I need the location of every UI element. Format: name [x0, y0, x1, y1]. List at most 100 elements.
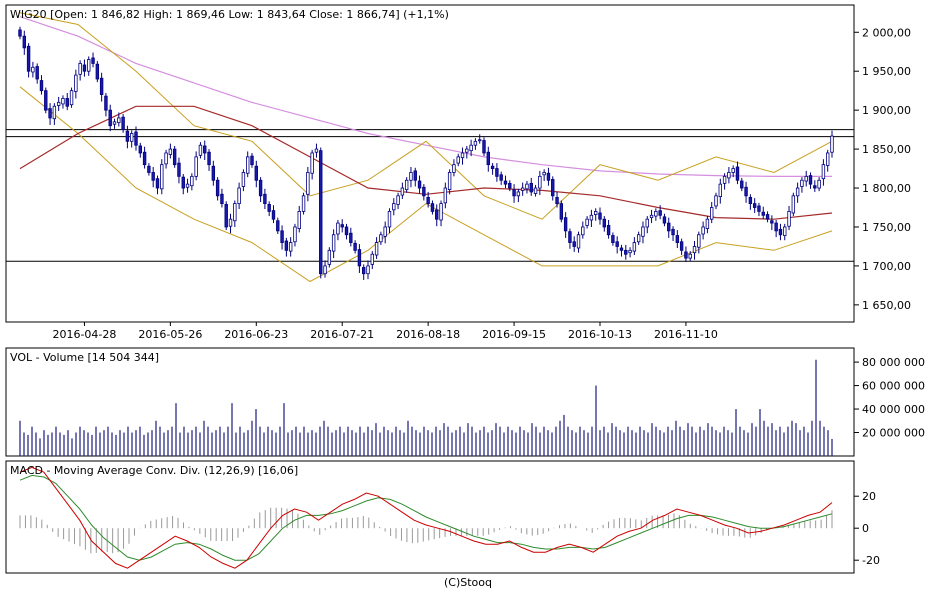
candle-body: [490, 165, 495, 169]
candle-body: [667, 222, 671, 232]
sma-mid-line: [19, 105, 833, 220]
candle-body: [177, 162, 181, 177]
candle-body: [233, 203, 237, 222]
candle-body: [529, 182, 533, 193]
volume-y-tick-label: 80 000 000: [862, 356, 925, 369]
x-tick-label: 2016-09-15: [482, 328, 546, 341]
candle-body: [697, 234, 701, 248]
candle-body: [555, 196, 559, 205]
volume-y-tick-label: 20 000 000: [862, 427, 925, 440]
candle-body: [508, 182, 512, 189]
candle-body: [370, 253, 374, 265]
candle-body: [426, 196, 430, 205]
candle-body: [99, 77, 104, 95]
candle-body: [512, 189, 516, 197]
candle-body: [237, 187, 241, 205]
candle-body: [155, 178, 160, 189]
candle-body: [340, 224, 344, 228]
candle-body: [263, 193, 267, 205]
candle-body: [821, 164, 826, 180]
candle-body: [362, 267, 366, 275]
candle-body: [78, 63, 82, 75]
candle-body: [503, 180, 508, 185]
candle-body: [465, 148, 469, 153]
price-y-tick-label: 2 000,00: [862, 26, 911, 39]
candle-body: [632, 242, 637, 252]
candle-body: [817, 179, 821, 189]
candle-body: [224, 203, 228, 228]
candle-body: [379, 234, 383, 243]
candle-body: [211, 165, 216, 181]
candle-body: [142, 151, 147, 166]
candle-body: [538, 175, 542, 189]
candle-body: [48, 108, 52, 119]
candle-body: [168, 148, 173, 155]
candle-body: [18, 29, 22, 37]
candle-body: [220, 193, 224, 205]
candle-body: [82, 64, 87, 72]
candle-body: [482, 140, 486, 154]
candle-body: [787, 211, 791, 227]
candle-body: [705, 218, 710, 229]
candle-body: [276, 220, 280, 232]
candle-body: [783, 226, 787, 236]
candle-body: [456, 156, 460, 164]
macd-header: MACD - Moving Average Conv. Div. (12,26,…: [10, 464, 298, 477]
candle-body: [44, 90, 48, 111]
candle-body: [396, 195, 400, 205]
candle-body: [559, 203, 564, 220]
volume-panel-frame: [5, 347, 855, 457]
candle-body: [804, 175, 808, 182]
x-tick-label: 2016-04-28: [52, 328, 116, 341]
price-y-tick-label: 1 850,00: [862, 143, 911, 156]
candle-body: [417, 180, 422, 189]
candle-body: [722, 175, 727, 184]
price-plot: [6, 12, 854, 283]
candle-body: [589, 214, 594, 221]
candle-body: [765, 214, 770, 220]
candle-body: [125, 130, 130, 142]
candle-body: [35, 66, 39, 80]
candle-body: [439, 203, 443, 221]
candle-body: [134, 131, 138, 146]
candle-body: [52, 105, 57, 120]
candle-body: [795, 187, 800, 197]
candle-body: [87, 59, 91, 72]
candle-body: [800, 179, 804, 187]
candle-body: [602, 218, 606, 228]
macd-line: [19, 466, 833, 569]
candle-body: [563, 217, 568, 232]
candle-body: [486, 151, 490, 166]
candle-body: [757, 205, 761, 212]
x-tick-label: 2016-11-10: [654, 328, 718, 341]
price-y-tick-label: 1 650,00: [862, 299, 911, 312]
candle-body: [748, 196, 753, 205]
candle-body: [701, 226, 705, 235]
candle-body: [422, 186, 426, 197]
candle-body: [460, 152, 465, 159]
candle-body: [520, 187, 525, 191]
candle-body: [160, 164, 164, 190]
candle-body: [443, 187, 448, 204]
candle-body: [117, 117, 121, 124]
candle-body: [22, 35, 26, 49]
candle-body: [147, 165, 151, 173]
volume-y-tick-label: 40 000 000: [862, 403, 925, 416]
candle-body: [615, 241, 619, 247]
x-tick-label: 2016-07-21: [310, 328, 374, 341]
candle-body: [675, 235, 680, 243]
candle-body: [198, 144, 203, 156]
candle-body: [207, 151, 211, 166]
macd-y-tick-label: 0: [862, 522, 869, 535]
candle-body: [551, 179, 555, 197]
candle-body: [770, 220, 774, 224]
macd-signal-line: [19, 474, 833, 561]
candle-body: [254, 165, 258, 181]
candle-body: [306, 172, 310, 195]
macd-y-tick-label: -20: [862, 554, 880, 567]
candle-body: [293, 226, 297, 243]
volume-y-tick-label: 60 000 000: [862, 380, 925, 393]
candle-body: [91, 57, 95, 64]
volume-plot: [19, 359, 833, 456]
candle-body: [181, 176, 185, 189]
